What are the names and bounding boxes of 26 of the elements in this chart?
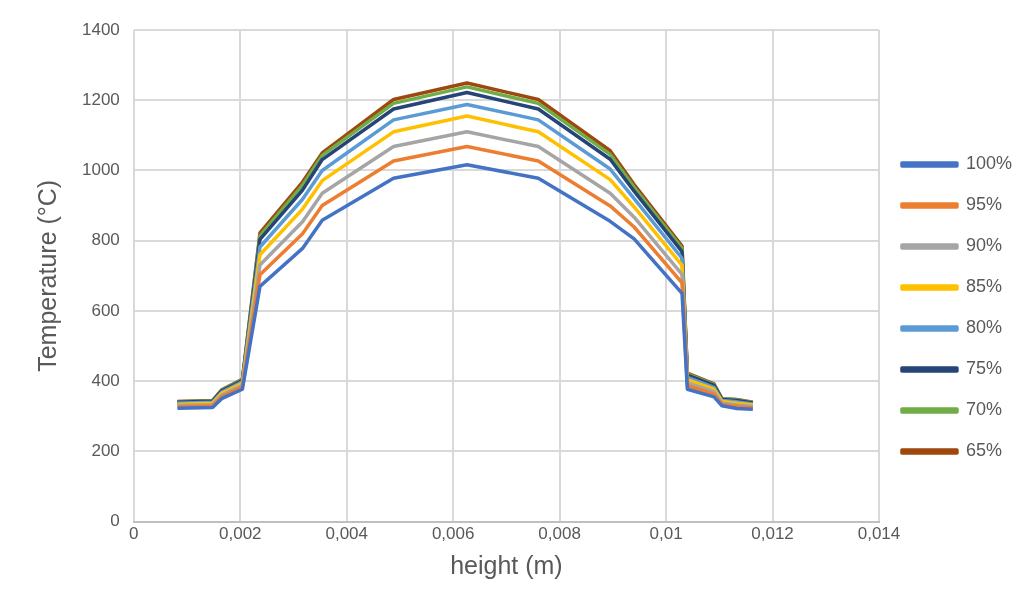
legend-label: 65% [965,440,1002,461]
legend-label: 95% [965,194,1002,215]
y-axis-title: Temperature (°C) [32,179,61,372]
y-tick-label: 800 [91,230,120,250]
legend-label: 90% [965,235,1002,256]
x-tick-label: 0,014 [857,524,901,544]
legend-label: 85% [965,276,1002,297]
y-tick-label: 1400 [81,19,120,39]
x-tick-label: 0,01 [649,524,683,544]
x-tick-label: 0,008 [538,524,581,544]
y-tick-label: 600 [91,300,120,320]
x-axis-title: height (m) [450,550,563,579]
legend-label: 70% [965,399,1002,420]
x-tick-label: 0,004 [325,524,368,544]
legend-label: 80% [965,317,1002,338]
x-tick-label: 0,012 [751,524,794,544]
y-tick-label: 1000 [81,160,120,180]
y-tick-label: 0 [110,511,120,531]
y-tick-label: 400 [91,370,120,390]
y-tick-label: 1200 [81,89,120,109]
x-tick-label: 0,006 [431,524,475,544]
legend-label: 75% [965,358,1002,379]
legend-label: 100% [965,153,1013,174]
x-tick-label: 0,002 [218,524,262,544]
x-tick-label: 0 [129,524,139,544]
y-tick-label: 200 [91,441,120,461]
